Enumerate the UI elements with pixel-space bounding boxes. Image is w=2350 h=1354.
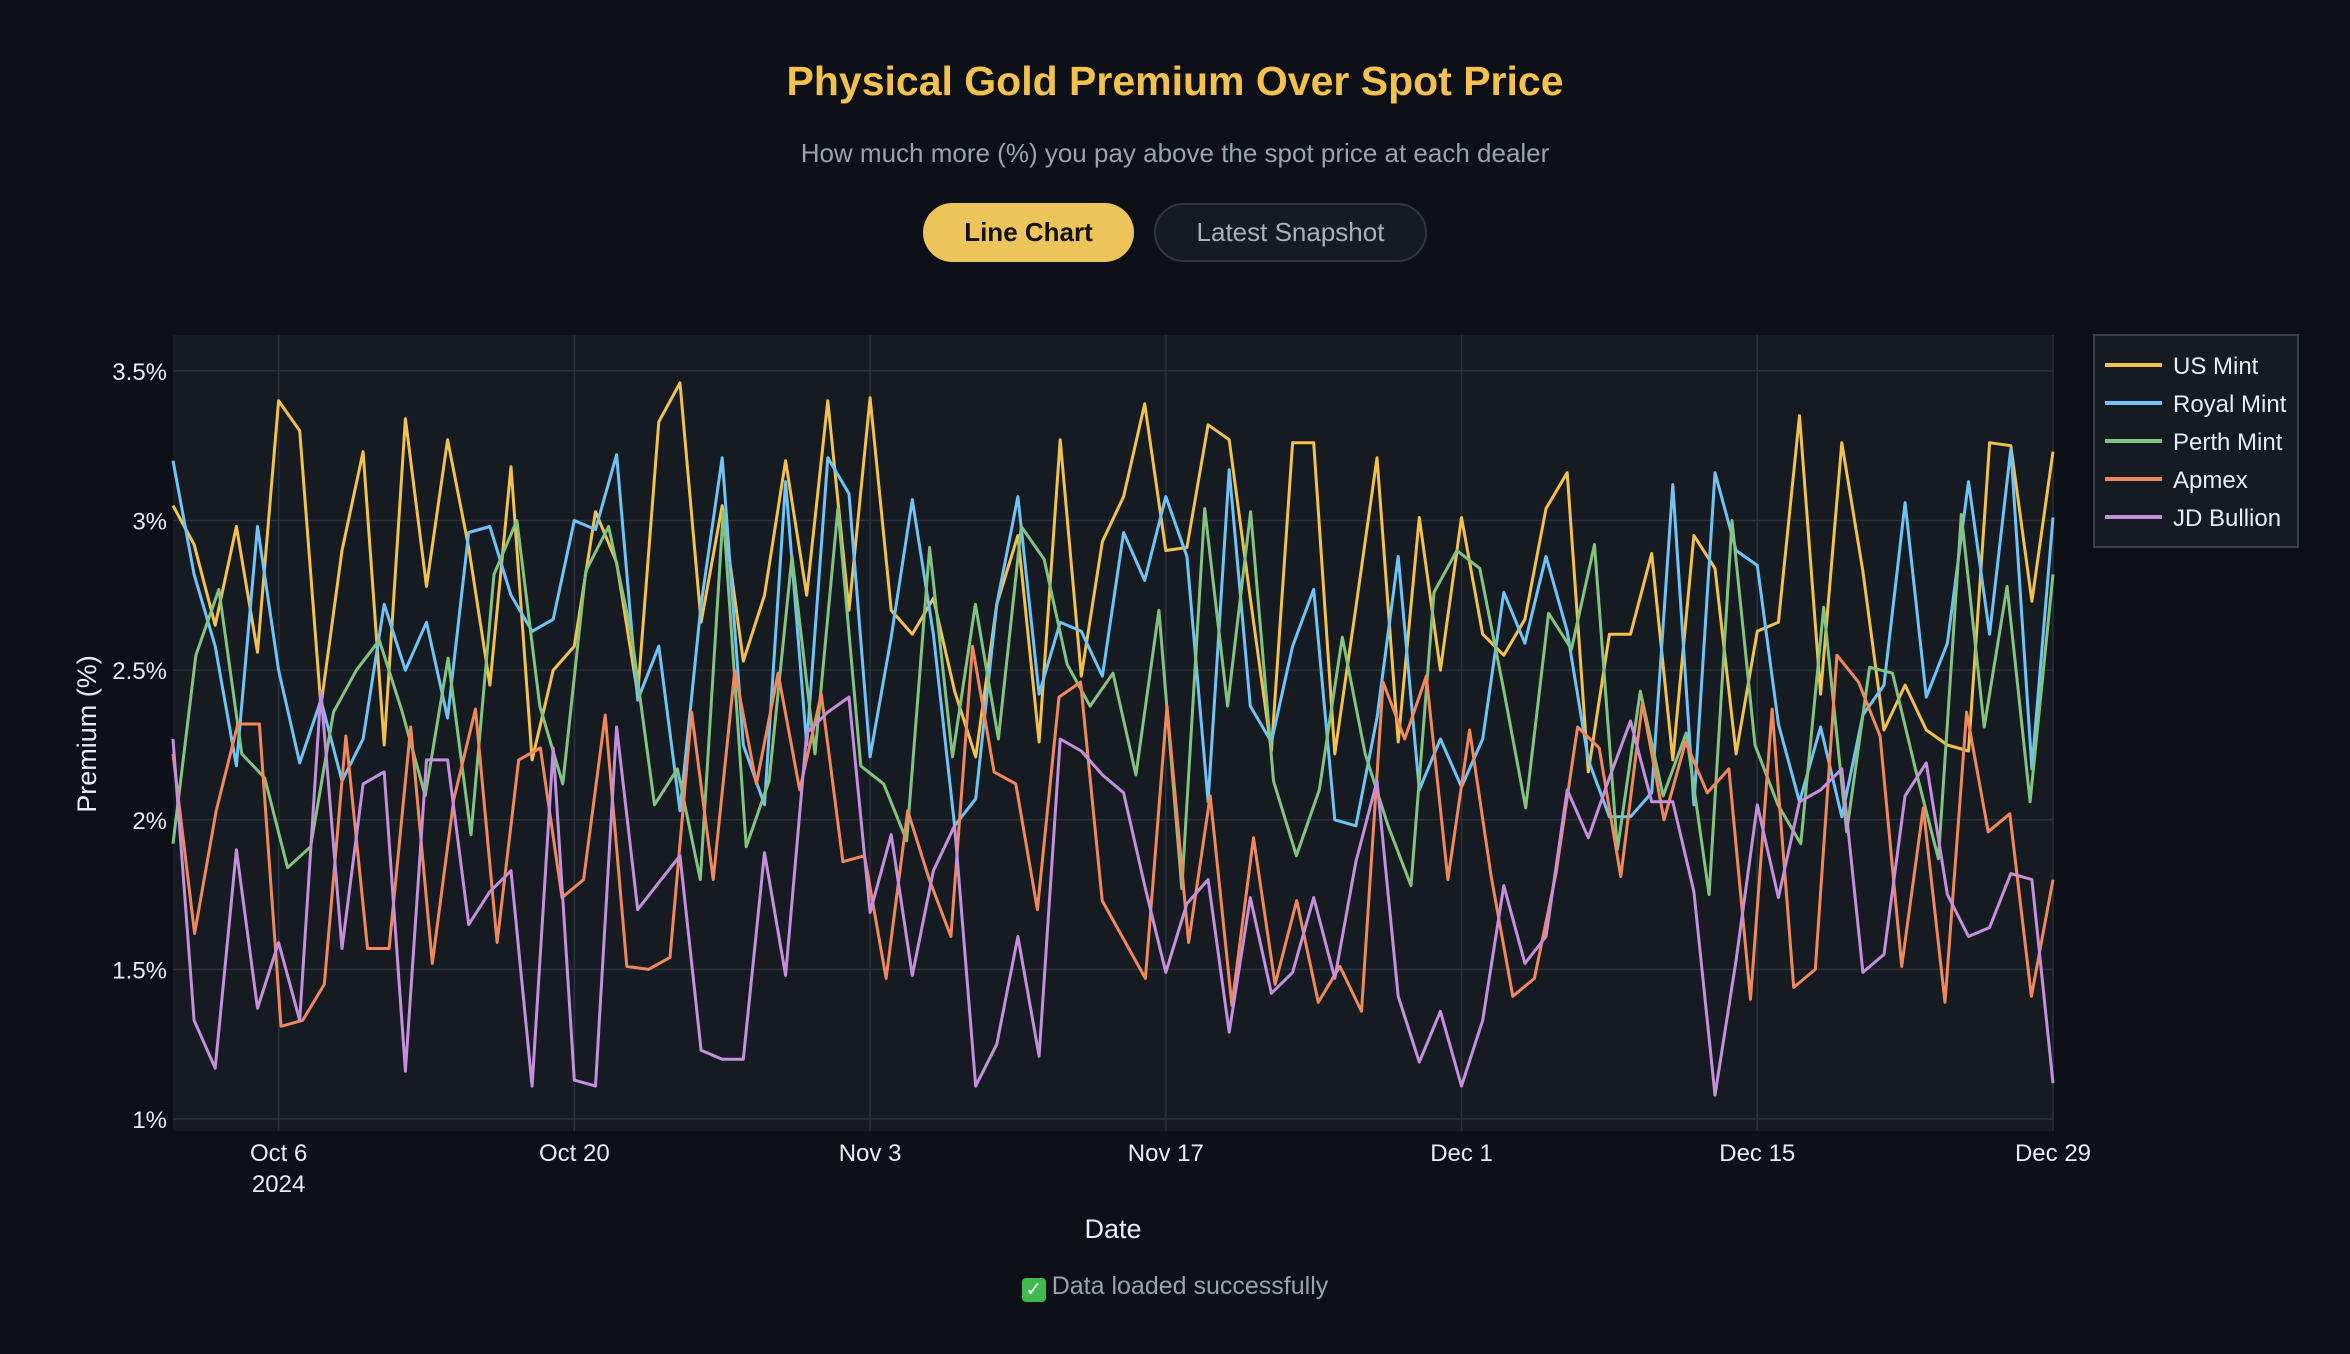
x-tick-label: Dec 1 [1430, 1140, 1493, 1167]
x-tick-label: Dec 15 [1719, 1140, 1795, 1167]
legend-item-perth-mint[interactable]: Perth Mint [2105, 429, 2283, 456]
x-tick-label: Oct 6 [250, 1140, 307, 1167]
legend-item-royal-mint[interactable]: Royal Mint [2105, 391, 2287, 418]
y-tick-label: 2% [132, 808, 167, 835]
x-tick-label: Nov 3 [839, 1140, 902, 1167]
x-tick-label: Oct 20 [539, 1140, 610, 1167]
line-chart-button[interactable]: Line Chart [923, 203, 1134, 262]
check-icon: ✓ [1021, 1278, 1046, 1302]
y-tick-label: 3.5% [112, 359, 167, 386]
y-tick-label: 1.5% [112, 957, 167, 984]
legend-label: US Mint [2173, 353, 2259, 380]
y-axis-ticks: 1% 1.5% 2% 2.5% 3% 3.5% [112, 359, 167, 1134]
x-axis-ticks: Oct 6 2024 Oct 20 Nov 3 Nov 17 Dec 1 Dec 15 Dec… [250, 1140, 2091, 1198]
series-line-royal-mint[interactable] [171, 447, 2055, 828]
status-message: ✓ Data loaded successfully [0, 1272, 2350, 1302]
legend-item-apmex[interactable]: Apmex [2105, 467, 2248, 494]
series-line-apmex[interactable] [171, 644, 2055, 1028]
legend-item-jd-bullion[interactable]: JD Bullion [2105, 505, 2281, 532]
legend-label: Perth Mint [2173, 429, 2283, 456]
x-tick-label: Dec 29 [2015, 1140, 2091, 1167]
page-title: Physical Gold Premium Over Spot Price [786, 58, 1564, 104]
status-text: Data loaded successfully [1051, 1272, 1329, 1300]
y-axis-title: Premium (%) [72, 655, 102, 813]
legend-label: Apmex [2173, 467, 2248, 494]
legend-label: Royal Mint [2173, 391, 2287, 418]
y-tick-label: 2.5% [112, 658, 167, 685]
latest-snapshot-button[interactable]: Latest Snapshot [1154, 203, 1427, 262]
page-subtitle: How much more (%) you pay above the spot… [800, 138, 1550, 168]
legend-item-us-mint[interactable]: US Mint [2105, 353, 2259, 380]
series-lines [171, 381, 2055, 1097]
series-line-perth-mint[interactable] [171, 507, 2055, 897]
series-line-jd-bullion[interactable] [171, 689, 2055, 1097]
chart-legend: US Mint Royal Mint Perth Mint Apmex JD Bulli… [2093, 334, 2299, 548]
y-tick-label: 3% [132, 509, 167, 536]
view-toggle-group: Line Chart Latest Snapshot [0, 203, 2350, 262]
y-tick-label: 1% [132, 1107, 167, 1134]
x-tick-label: Nov 17 [1128, 1140, 1204, 1167]
x-axis-title: Date [1084, 1214, 1141, 1244]
legend-label: JD Bullion [2173, 505, 2281, 532]
x-tick-sublabel: 2024 [252, 1171, 305, 1198]
